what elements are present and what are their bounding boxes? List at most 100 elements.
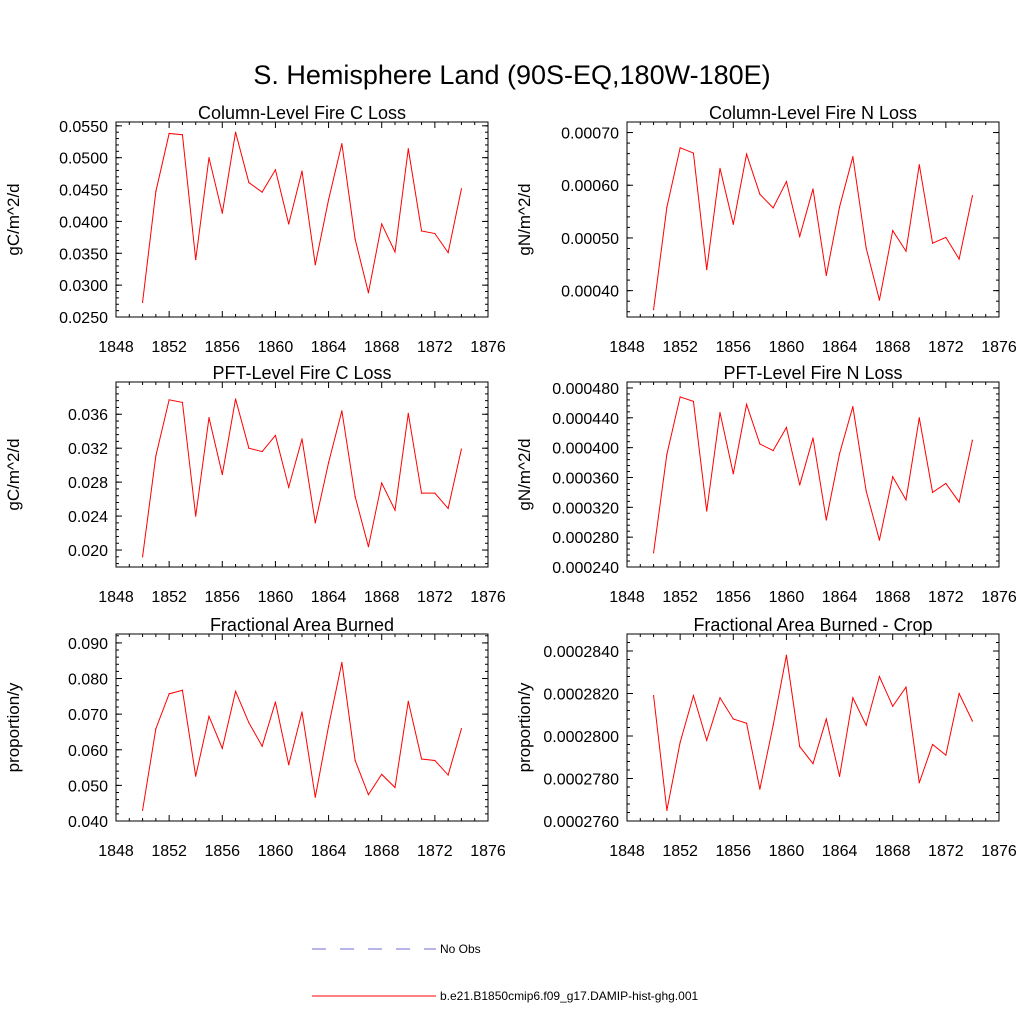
y-axis-label: gC/m^2/d bbox=[4, 438, 23, 510]
panel-title: PFT-Level Fire C Loss bbox=[212, 363, 391, 383]
data-point bbox=[825, 718, 827, 720]
data-point bbox=[314, 264, 316, 266]
data-point bbox=[327, 462, 330, 464]
data-point bbox=[447, 507, 449, 510]
data-point bbox=[155, 728, 157, 730]
data-point bbox=[878, 299, 881, 301]
data-point bbox=[168, 693, 170, 695]
y-tick-label: 0.000440 bbox=[552, 411, 619, 428]
x-tick-label: 1852 bbox=[662, 589, 698, 606]
chart-panel-1: Column-Level Fire C Loss gC/m^2/d 1848 1852… bbox=[4, 103, 506, 356]
data-point bbox=[420, 492, 423, 494]
data-point bbox=[407, 148, 409, 150]
data-point bbox=[838, 453, 841, 455]
data-point bbox=[706, 268, 708, 271]
figure-title: S. Hemisphere Land (90S-EQ,180W-180E) bbox=[253, 60, 770, 90]
y-tick-label: 0.080 bbox=[68, 672, 108, 689]
data-point bbox=[394, 251, 396, 253]
data-point bbox=[945, 482, 947, 485]
data-point bbox=[692, 400, 695, 402]
data-point bbox=[168, 399, 170, 401]
data-point bbox=[666, 809, 668, 811]
y-tick-label: 0.0002820 bbox=[543, 687, 619, 704]
data-point bbox=[314, 522, 316, 524]
data-point bbox=[261, 191, 263, 193]
data-point bbox=[261, 745, 263, 747]
data-point bbox=[945, 754, 947, 756]
series-line bbox=[653, 147, 973, 310]
x-tick-label: 1872 bbox=[928, 589, 964, 606]
x-tick-label: 1872 bbox=[417, 589, 453, 606]
y-axis-label: proportion/y bbox=[515, 682, 534, 772]
data-point bbox=[812, 188, 814, 190]
data-point bbox=[261, 450, 263, 453]
data-point bbox=[958, 501, 960, 503]
data-point bbox=[865, 490, 867, 492]
y-tick-label: 0.000400 bbox=[552, 441, 619, 458]
x-tick-label: 1872 bbox=[417, 843, 453, 860]
data-point bbox=[155, 455, 157, 457]
data-point bbox=[234, 398, 237, 400]
chart-panel-2: Column-Level Fire N Loss gN/m^2/d 1848 1852… bbox=[515, 103, 1017, 356]
x-tick-label: 1860 bbox=[769, 339, 805, 356]
panel-title: Column-Level Fire N Loss bbox=[709, 103, 917, 123]
x-tick-label: 1856 bbox=[204, 339, 240, 356]
data-point bbox=[141, 556, 144, 558]
data-point bbox=[460, 448, 463, 450]
data-point bbox=[221, 747, 223, 749]
data-point bbox=[719, 697, 721, 699]
data-point bbox=[745, 153, 748, 155]
legend-label-no-obs: No Obs bbox=[440, 942, 481, 956]
x-tick-label: 1872 bbox=[417, 339, 453, 356]
data-point bbox=[274, 434, 277, 437]
y-tick-label: 0.00070 bbox=[561, 126, 619, 143]
data-point bbox=[394, 786, 396, 789]
y-tick-label: 0.0002780 bbox=[543, 772, 619, 789]
data-point bbox=[208, 417, 210, 419]
data-point bbox=[181, 401, 184, 403]
data-point bbox=[732, 718, 734, 720]
data-point bbox=[652, 309, 655, 311]
x-tick-label: 1868 bbox=[364, 339, 400, 356]
panel-title: PFT-Level Fire N Loss bbox=[723, 363, 902, 383]
data-point bbox=[447, 252, 449, 254]
data-point bbox=[420, 758, 423, 760]
data-point bbox=[195, 259, 197, 261]
x-tick-label: 1856 bbox=[204, 589, 240, 606]
legend: No Obs b.e21.B1850cmip6.f09_g17.DAMIP-hi… bbox=[312, 942, 698, 1003]
x-tick-label: 1868 bbox=[364, 843, 400, 860]
data-point bbox=[367, 794, 370, 796]
data-point bbox=[785, 654, 788, 656]
y-axis-label: gN/m^2/d bbox=[515, 438, 534, 510]
data-point bbox=[434, 759, 436, 762]
data-point bbox=[905, 499, 907, 501]
data-point bbox=[852, 406, 854, 408]
plot-frame bbox=[626, 381, 1000, 568]
x-tick-label: 1848 bbox=[609, 339, 645, 356]
chart-panels: Column-Level Fire C Loss gC/m^2/d 1848 1852… bbox=[4, 103, 1017, 860]
y-tick-label: 0.00060 bbox=[561, 178, 619, 195]
data-point bbox=[354, 495, 356, 498]
data-point bbox=[732, 473, 734, 475]
legend-label-model-run: b.e21.B1850cmip6.f09_g17.DAMIP-hist-ghg.… bbox=[440, 989, 698, 1003]
data-point bbox=[692, 152, 695, 154]
data-point bbox=[825, 519, 827, 521]
data-point bbox=[892, 476, 894, 478]
x-tick-label: 1876 bbox=[470, 339, 506, 356]
data-point bbox=[407, 700, 409, 702]
series-line bbox=[142, 662, 462, 811]
x-tick-label: 1856 bbox=[715, 843, 751, 860]
data-point bbox=[719, 167, 721, 169]
x-tick-label: 1864 bbox=[311, 589, 347, 606]
panel-title: Fractional Area Burned - Crop bbox=[693, 615, 932, 635]
data-point bbox=[692, 695, 695, 697]
data-point bbox=[971, 439, 974, 441]
data-point bbox=[878, 675, 881, 678]
data-point bbox=[248, 447, 250, 449]
data-point bbox=[234, 690, 237, 692]
y-tick-label: 0.020 bbox=[68, 543, 108, 560]
data-point bbox=[208, 157, 210, 159]
data-point bbox=[799, 484, 801, 486]
data-point bbox=[732, 223, 734, 225]
data-point bbox=[772, 724, 774, 726]
